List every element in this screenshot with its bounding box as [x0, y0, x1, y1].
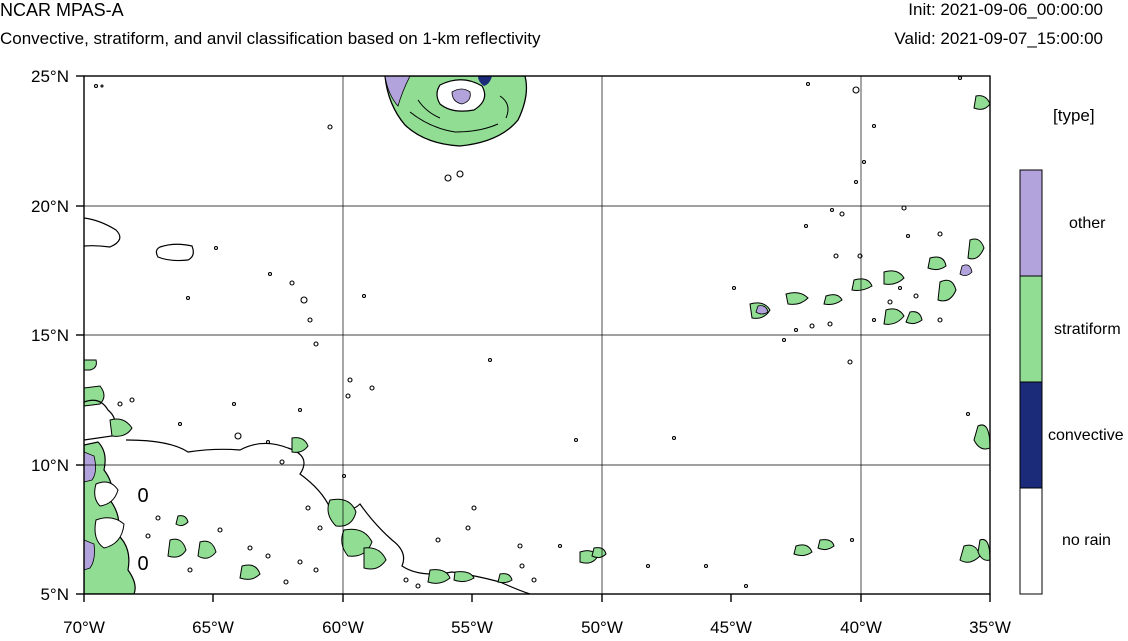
legend-swatch-convective [1019, 381, 1043, 489]
x-tick-label: 45°W [710, 618, 752, 637]
small-cells [93, 76, 971, 589]
legend-label-convective: convective [1048, 427, 1124, 444]
x-tick-label: 50°W [581, 618, 623, 637]
legend-swatch-other [1019, 169, 1043, 277]
page-subtitle: Convective, stratiform, and anvil classi… [0, 29, 541, 48]
x-tick-label: 35°W [969, 618, 1011, 637]
y-tick-label: 5°N [40, 585, 69, 604]
x-tick-label: 70°W [63, 618, 105, 637]
x-tick-label: 65°W [192, 618, 234, 637]
legend-label-no-rain: no rain [1062, 532, 1111, 549]
legend-label-stratiform: stratiform [1054, 321, 1121, 338]
legend-swatch-stratiform [1019, 275, 1043, 383]
island-contour [155, 243, 194, 262]
x-tick-label: 40°W [840, 618, 882, 637]
east-precip-clusters [749, 95, 990, 563]
y-tick-label: 20°N [31, 197, 69, 216]
init-time: Init: 2021-09-06_00:00:00 [908, 0, 1103, 19]
y-tick-label: 25°N [31, 67, 69, 86]
legend-colorbar [1019, 169, 1043, 595]
map-panel: 0 0 25°N 20°N 15°N 10°N 5°N 70°W 65°W 60… [31, 67, 1043, 637]
contour-labels: 0 0 [133, 482, 153, 575]
y-tick-label: 15°N [31, 326, 69, 345]
tick-marks [76, 75, 991, 602]
map-fields [84, 76, 990, 594]
gridlines [84, 76, 990, 594]
hurricane-ring [384, 76, 528, 147]
west-edge-precip [84, 359, 136, 594]
x-axis-labels: 70°W 65°W 60°W 55°W 50°W 45°W 40°W 35°W [63, 618, 1011, 637]
x-tick-label: 55°W [451, 618, 493, 637]
y-axis-labels: 25°N 20°N 15°N 10°N 5°N [31, 67, 69, 604]
legend-swatch-no-rain [1019, 487, 1043, 595]
contour-label-0: 0 [137, 485, 148, 507]
east-other-cells [755, 264, 973, 315]
page-title: NCAR MPAS-A [0, 0, 124, 20]
contour-label-1: 0 [137, 553, 148, 575]
legend-title: [type] [1053, 106, 1095, 125]
south-scattered-cells [109, 418, 607, 584]
valid-time: Valid: 2021-09-07_15:00:00 [894, 29, 1103, 48]
y-tick-label: 10°N [31, 456, 69, 475]
coast-contour [84, 217, 121, 248]
legend-label-other: other [1069, 215, 1106, 232]
x-tick-label: 60°W [322, 618, 364, 637]
